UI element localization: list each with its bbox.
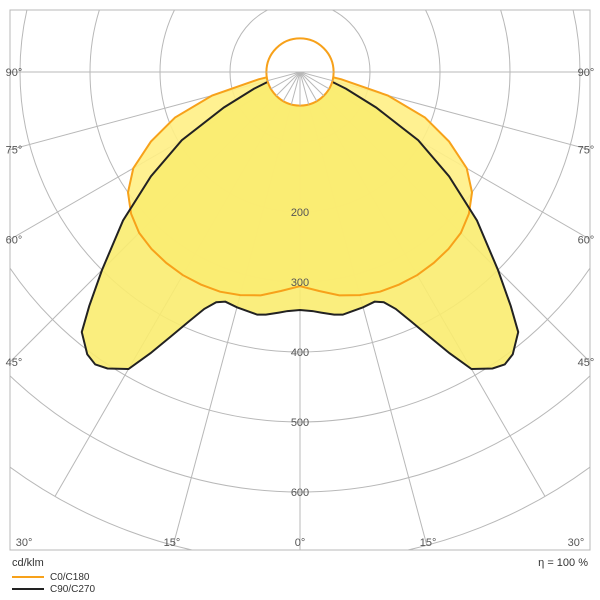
angle-label: 75° (6, 145, 23, 157)
angle-label: 45° (578, 357, 595, 369)
angle-label: 30° (16, 537, 33, 549)
legend-label: C90/C270 (50, 584, 95, 595)
polar-chart-svg: 200 300 400 500 600 15° 15° 30° 30° 45° 45° 60° 60° 7… (0, 0, 600, 600)
legend-label: C0/C180 (50, 572, 90, 583)
angle-label: 30° (568, 537, 585, 549)
radial-tick-500: 500 (291, 417, 309, 429)
eta-label: η = 100 % (538, 557, 588, 569)
angle-label: 75° (578, 145, 595, 157)
unit-label: cd/klm (12, 557, 44, 569)
angle-label: 60° (578, 234, 595, 246)
angle-label: 15° (420, 537, 437, 549)
radial-tick-600: 600 (291, 487, 309, 499)
polar-chart-container: 200 300 400 500 600 15° 15° 30° 30° 45° 45° 60° 60° 7… (0, 0, 600, 600)
angle-label: 90° (6, 67, 23, 79)
angle-label: 60° (6, 234, 23, 246)
angle-label: 45° (6, 357, 23, 369)
angle-label-0: 0° (295, 537, 306, 549)
radial-tick-400: 400 (291, 347, 309, 359)
angle-label: 90° (578, 67, 595, 79)
radial-tick-300: 300 (291, 277, 309, 289)
radial-tick-200: 200 (291, 207, 309, 219)
angle-label: 15° (164, 537, 181, 549)
